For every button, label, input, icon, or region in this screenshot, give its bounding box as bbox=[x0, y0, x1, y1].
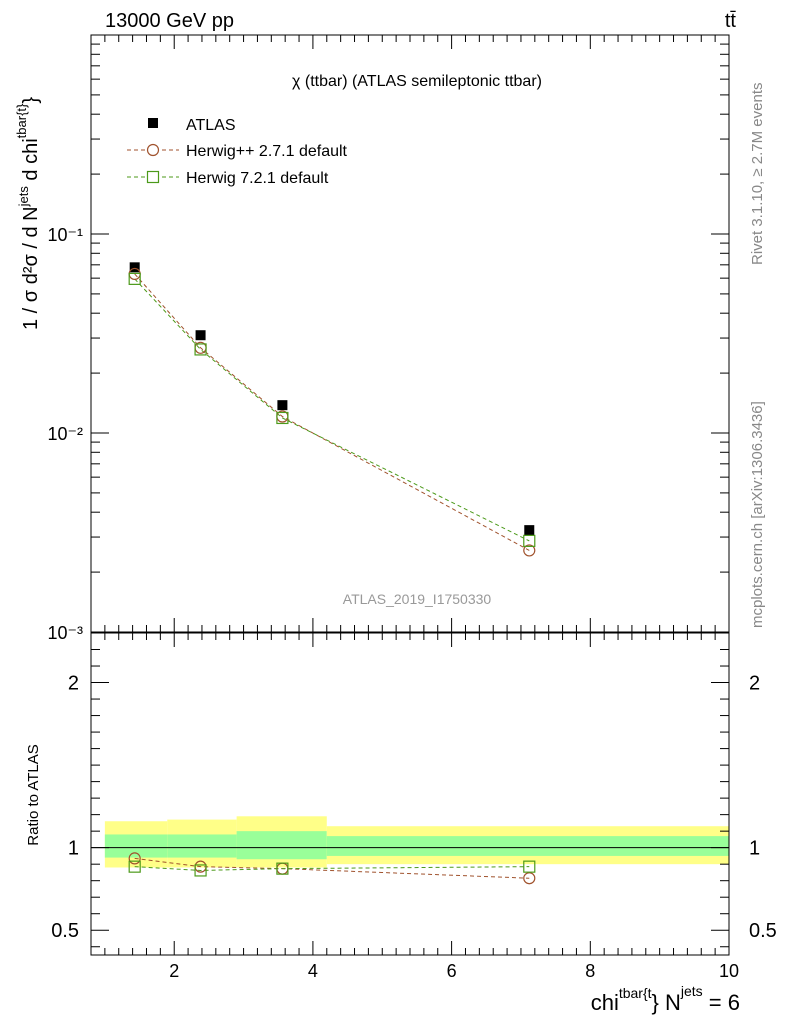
ratio-point-s1-0 bbox=[128, 860, 141, 873]
main-series-line-2 bbox=[134, 278, 530, 542]
ratio-y-tick-label: 0.5 bbox=[51, 920, 79, 942]
ratio-band-inner-1 bbox=[167, 834, 237, 858]
ylabel-main: 1 / σ d²σ / d N bbox=[20, 206, 42, 330]
ratio-point-s1-1 bbox=[194, 864, 207, 877]
main-point-s2-2 bbox=[276, 411, 289, 425]
rivet-version-label: Rivet 3.1.10, ≥ 2.7M events bbox=[749, 83, 766, 266]
main-point-s0-3 bbox=[524, 525, 535, 536]
ratio-band-inner-2 bbox=[236, 831, 327, 860]
x-tick-label: 10 bbox=[719, 961, 739, 981]
main-point-s0-0 bbox=[129, 262, 140, 273]
main-y-tick-label: 10⁻² bbox=[47, 424, 83, 444]
ratio-point-s1-3 bbox=[523, 860, 536, 873]
main-point-s1-3 bbox=[523, 544, 536, 557]
x-axis-label: chitbar{t} Njets = 6 bbox=[591, 983, 740, 1015]
mcplots-label: mcplots.cern.ch [arXiv:1306.3436] bbox=[749, 401, 766, 628]
legend-herwigpp-marker bbox=[146, 143, 160, 157]
ratio-point-s0-0 bbox=[128, 852, 141, 865]
xlabel-sup-jets: jets bbox=[680, 983, 703, 999]
main-y-axis-label: 1 / σ d²σ / d Njets d chitbar{t}} bbox=[14, 97, 42, 330]
ratio-point-s1-2 bbox=[276, 862, 289, 875]
header-energy: 13000 GeV pp bbox=[105, 10, 234, 32]
ratio-series-line-0 bbox=[134, 857, 530, 879]
main-panel: 10⁻³ 10⁻² 10⁻¹ χ (ttbar) (ATLAS semilepton… bbox=[14, 34, 730, 643]
ratio-frame bbox=[90, 632, 730, 956]
x-tick-label: 4 bbox=[308, 961, 318, 981]
x-tick-label: 6 bbox=[447, 961, 457, 981]
ratio-y-tick-label: 2 bbox=[68, 673, 79, 695]
legend-herwig7-label: Herwig 7.2.1 default bbox=[186, 170, 329, 187]
legend-herwig7-marker bbox=[146, 170, 160, 184]
main-y-tick-label: 10⁻¹ bbox=[47, 225, 83, 245]
xlabel-sup-tbar: tbar{t bbox=[619, 985, 652, 1001]
ylabel-mid: d chi bbox=[20, 138, 42, 186]
main-frame bbox=[90, 34, 730, 633]
main-point-s0-1 bbox=[195, 330, 206, 341]
main-point-s0-2 bbox=[277, 400, 288, 411]
main-series-line-1 bbox=[134, 273, 530, 551]
legend-atlas-label: ATLAS bbox=[186, 117, 236, 134]
ratio-y-tick-label-right: 0.5 bbox=[749, 920, 777, 942]
ratio-band-inner-0 bbox=[104, 834, 168, 858]
legend-herwigpp-label: Herwig++ 2.7.1 default bbox=[186, 143, 348, 160]
x-tick-label: 8 bbox=[585, 961, 595, 981]
ylabel-sup-tbar: tbar{t} bbox=[14, 103, 29, 138]
main-point-s2-0 bbox=[128, 272, 141, 285]
ratio-y-tick-label: 1 bbox=[68, 838, 79, 860]
ratio-y-axis-label: Ratio to ATLAS bbox=[25, 744, 42, 845]
legend: ATLAS Herwig++ 2.7.1 default Herwig 7.2.… bbox=[127, 117, 348, 187]
main-point-s2-3 bbox=[523, 534, 536, 547]
ratio-series-line-1 bbox=[134, 866, 530, 871]
main-title: χ (ttbar) (ATLAS semileptonic ttbar) bbox=[292, 73, 542, 90]
header-process: tt̄ bbox=[725, 10, 737, 32]
x-tick-label: 2 bbox=[169, 961, 179, 981]
ylabel-close: } bbox=[20, 97, 42, 104]
xlabel-main: chi bbox=[591, 990, 619, 1015]
legend-atlas-marker bbox=[148, 118, 158, 128]
ratio-y-tick-label-right: 1 bbox=[749, 838, 760, 860]
analysis-watermark: ATLAS_2019_I1750330 bbox=[343, 591, 492, 607]
ratio-panel: 2 4 6 8 10 0.5 0.5 1 1 2 2 Ratio to ATLAS chitbar{… bbox=[25, 632, 777, 1015]
ratio-band-inner-3 bbox=[326, 836, 729, 856]
xlabel-mid: } N bbox=[652, 990, 681, 1015]
ratio-y-tick-label-right: 2 bbox=[749, 673, 760, 695]
main-point-s2-1 bbox=[194, 343, 207, 356]
ylabel-sup-jets: jets bbox=[16, 186, 31, 208]
xlabel-tail: = 6 bbox=[703, 990, 740, 1015]
main-y-tick-label: 10⁻³ bbox=[47, 623, 83, 643]
